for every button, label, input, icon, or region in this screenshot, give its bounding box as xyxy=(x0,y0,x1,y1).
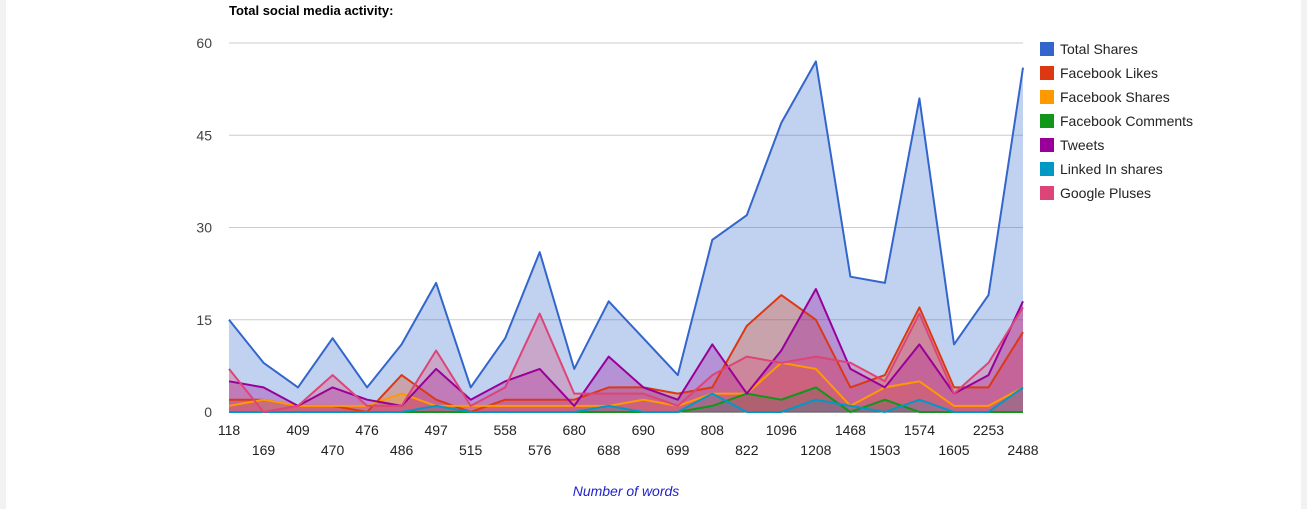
series-area-0 xyxy=(229,61,1023,413)
left-edge-divider xyxy=(0,0,6,509)
series-area-2 xyxy=(229,362,1023,412)
x-tick-label: 822 xyxy=(735,442,759,458)
y-tick-label: 15 xyxy=(196,312,212,328)
x-tick-label: 808 xyxy=(701,422,725,438)
legend: Total Shares Facebook Likes Facebook Share… xyxy=(1040,41,1193,201)
legend-label: Facebook Shares xyxy=(1060,89,1170,105)
y-tick-label: 45 xyxy=(196,127,212,143)
y-axis-ticks: 0 15 30 45 60 xyxy=(196,35,212,420)
x-tick-label: 2253 xyxy=(973,422,1004,438)
x-tick-label: 690 xyxy=(632,422,656,438)
series-area-4 xyxy=(229,289,1023,412)
legend-swatch xyxy=(1040,66,1054,80)
x-tick-label: 470 xyxy=(321,442,345,458)
legend-label: Linked In shares xyxy=(1060,161,1163,177)
series-area-1 xyxy=(229,295,1023,412)
series-area-5 xyxy=(229,387,1023,412)
chart-title: Total social media activity: xyxy=(229,3,394,18)
x-tick-label: 2488 xyxy=(1007,442,1038,458)
x-tick-label: 497 xyxy=(424,422,448,438)
legend-label: Tweets xyxy=(1060,137,1104,153)
x-tick-label: 1605 xyxy=(938,442,969,458)
right-edge-divider xyxy=(1301,0,1307,509)
x-tick-label: 515 xyxy=(459,442,483,458)
series-line-0 xyxy=(228,60,1024,389)
series-line-1 xyxy=(229,294,1024,413)
x-tick-label: 1503 xyxy=(869,442,900,458)
series-area-6 xyxy=(229,307,1023,412)
x-tick-label: 169 xyxy=(252,442,276,458)
y-tick-label: 30 xyxy=(196,220,212,236)
x-tick-label: 680 xyxy=(563,422,587,438)
legend-swatch xyxy=(1040,186,1054,200)
x-axis-ticks: 118 169 409 470 476 486 497 515 558 576 680 688 690 6… xyxy=(218,422,1039,458)
series-areas xyxy=(229,61,1023,413)
x-axis-title: Number of words xyxy=(572,483,680,499)
x-tick-label: 1468 xyxy=(835,422,866,438)
legend-swatch xyxy=(1040,138,1054,152)
x-tick-label: 486 xyxy=(390,442,414,458)
series-lines xyxy=(228,60,1024,413)
legend-label: Total Shares xyxy=(1060,41,1138,57)
x-tick-label: 576 xyxy=(528,442,552,458)
legend-label: Google Pluses xyxy=(1060,185,1151,201)
x-tick-label: 476 xyxy=(355,422,379,438)
x-tick-label: 688 xyxy=(597,442,621,458)
series-line-5 xyxy=(229,386,1024,413)
series-line-6 xyxy=(228,306,1024,413)
y-tick-label: 0 xyxy=(204,404,212,420)
legend-swatch xyxy=(1040,42,1054,56)
legend-label: Facebook Likes xyxy=(1060,65,1158,81)
x-tick-label: 118 xyxy=(218,422,241,438)
x-tick-label: 1208 xyxy=(800,442,831,458)
series-line-2 xyxy=(228,361,1024,407)
legend-label: Facebook Comments xyxy=(1060,113,1193,129)
x-tick-label: 699 xyxy=(666,442,690,458)
legend-swatch xyxy=(1040,90,1054,104)
x-tick-label: 409 xyxy=(286,422,310,438)
x-tick-label: 1574 xyxy=(904,422,935,438)
legend-swatch xyxy=(1040,114,1054,128)
series-line-4 xyxy=(228,288,1024,407)
y-tick-label: 60 xyxy=(196,35,212,51)
legend-swatch xyxy=(1040,162,1054,176)
x-tick-label: 558 xyxy=(493,422,517,438)
x-tick-label: 1096 xyxy=(766,422,797,438)
